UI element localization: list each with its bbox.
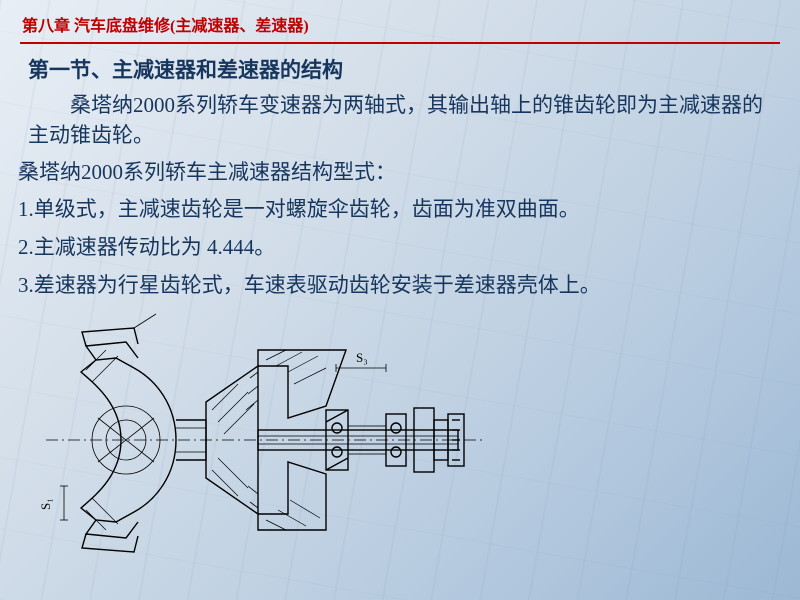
- dim-label-s1: S₁: [38, 498, 53, 510]
- paragraph-1: 桑塔纳2000系列轿车变速器为两轴式，其输出轴上的锥齿轮即为主减速器的主动锥齿轮…: [28, 90, 772, 151]
- slide: 第八章 汽车底盘维修(主减速器、差速器) 第一节、主减速器和差速器的结构 桑塔纳…: [0, 0, 800, 600]
- list-item-3: 3.差速器为行星齿轮式，车速表驱动齿轮安装于差速器壳体上。: [18, 269, 772, 303]
- paragraph-2: 桑塔纳2000系列轿车主减速器结构型式：: [18, 157, 772, 187]
- divider: [20, 42, 780, 44]
- technical-drawing: S₃ S₁: [26, 310, 496, 560]
- list-item-1: 1.单级式，主减速齿轮是一对螺旋伞齿轮，齿面为准双曲面。: [18, 193, 772, 227]
- list-item-2: 2.主减速器传动比为 4.444。: [18, 231, 772, 265]
- dim-label-s3: S₃: [356, 350, 368, 365]
- section-title: 第一节、主减速器和差速器的结构: [28, 54, 772, 84]
- figure-container: S₃ S₁: [0, 310, 800, 560]
- chapter-heading: 第八章 汽车底盘维修(主减速器、差速器): [0, 0, 800, 40]
- content-area: 第一节、主减速器和差速器的结构 桑塔纳2000系列轿车变速器为两轴式，其输出轴上…: [0, 54, 800, 302]
